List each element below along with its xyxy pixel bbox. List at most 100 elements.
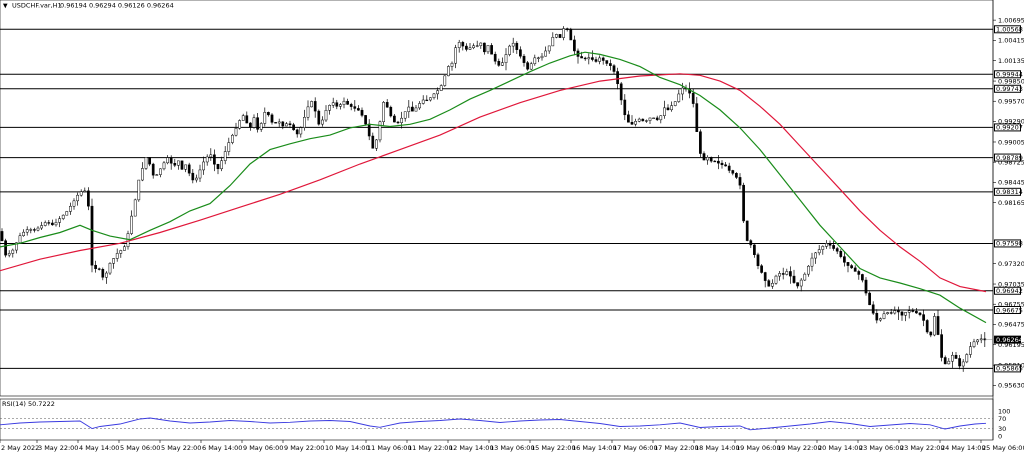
candle-body bbox=[105, 272, 108, 278]
candle-body bbox=[191, 172, 195, 181]
candle-body bbox=[252, 117, 256, 128]
candle-body bbox=[515, 42, 519, 50]
candle-body bbox=[569, 29, 573, 41]
time-tick-label: 19 May 22:00 bbox=[777, 444, 822, 452]
candle-body bbox=[760, 265, 763, 273]
candle-body bbox=[745, 220, 749, 241]
candle-body bbox=[677, 93, 681, 102]
chart-header: ▼ USDCHF.var,H1 0.96194 0.96294 0.96126 … bbox=[3, 2, 174, 10]
price-tick-label: 0.99570 bbox=[998, 98, 1024, 106]
candle-body bbox=[22, 231, 25, 236]
time-tick-label: 12 May 14:00 bbox=[449, 444, 494, 452]
level-badge-inner bbox=[995, 306, 1020, 313]
candle-body bbox=[403, 111, 407, 119]
candle-body bbox=[454, 47, 457, 64]
candle-body bbox=[407, 106, 411, 112]
candle-body bbox=[101, 269, 105, 278]
time-tick-label: 3 May 22:00 bbox=[38, 444, 78, 452]
candle-body bbox=[97, 268, 101, 270]
candle-body bbox=[846, 262, 850, 266]
current-price-badge-bg bbox=[994, 335, 1021, 344]
level-badge-label: 0.96942 bbox=[996, 287, 1023, 295]
candle-body bbox=[411, 106, 414, 112]
candle-body bbox=[925, 320, 929, 333]
candle-body bbox=[799, 279, 803, 287]
candle-body bbox=[159, 168, 162, 175]
candle-body bbox=[591, 57, 594, 60]
candle-body bbox=[929, 331, 933, 336]
candle-body bbox=[547, 45, 551, 52]
candle-body bbox=[187, 164, 191, 174]
candle-body bbox=[537, 57, 540, 59]
candle-body bbox=[792, 275, 796, 283]
candle-body bbox=[623, 99, 627, 116]
candle-body bbox=[335, 102, 339, 107]
candle-body bbox=[742, 184, 745, 222]
menu-triangle-icon[interactable]: ▼ bbox=[3, 3, 8, 10]
candle-body bbox=[389, 106, 393, 117]
candle-body bbox=[36, 227, 40, 231]
candle-body bbox=[767, 280, 771, 287]
candle-body bbox=[562, 28, 565, 38]
support-resistance-levels bbox=[0, 28, 993, 369]
candle-body bbox=[357, 108, 360, 111]
candle-body bbox=[825, 243, 828, 247]
candle-body bbox=[306, 106, 310, 118]
candle-body bbox=[717, 160, 720, 164]
candle-body bbox=[450, 62, 454, 67]
candle-body bbox=[529, 63, 533, 70]
candle-body bbox=[803, 273, 807, 281]
candle-body bbox=[907, 310, 911, 313]
candle-body bbox=[695, 103, 699, 132]
candle-body bbox=[879, 318, 882, 321]
candle-body bbox=[328, 105, 331, 111]
candle-body bbox=[778, 273, 781, 277]
candle-body bbox=[123, 246, 126, 251]
candle-body bbox=[15, 242, 18, 251]
candle-body bbox=[699, 131, 702, 154]
candle-body bbox=[90, 205, 94, 266]
candle-body bbox=[130, 215, 133, 234]
candle-body bbox=[213, 154, 216, 165]
candle-body bbox=[277, 121, 281, 124]
candle-body bbox=[61, 214, 65, 219]
candle-body bbox=[166, 157, 169, 164]
time-tick-label: 16 May 14:00 bbox=[572, 444, 617, 452]
time-tick-label: 5 May 06:00 bbox=[120, 444, 160, 452]
candle-body bbox=[115, 253, 119, 259]
candle-body bbox=[666, 107, 670, 111]
price-tick-label: 0.97320 bbox=[998, 260, 1024, 268]
time-tick-label: 4 May 14:00 bbox=[79, 444, 119, 452]
candle-body bbox=[940, 334, 943, 358]
candle-body bbox=[126, 233, 130, 248]
time-tick-label: 11 May 06:00 bbox=[367, 444, 412, 452]
candle-body bbox=[375, 139, 378, 149]
candle-body bbox=[519, 49, 522, 57]
candle-body bbox=[0, 231, 4, 241]
candle-body bbox=[670, 105, 673, 111]
candle-body bbox=[713, 160, 717, 163]
candle-body bbox=[267, 112, 270, 116]
candle-body bbox=[702, 153, 706, 161]
candle-body bbox=[303, 117, 306, 128]
candle-body bbox=[630, 122, 634, 125]
ohlc-values: 0.96194 0.96294 0.96126 0.96264 bbox=[60, 2, 174, 10]
candle-body bbox=[814, 252, 817, 259]
candle-body bbox=[951, 354, 954, 362]
price-scale[interactable]: 1.00695 1.00415 1.00135 0.99850 0.99570 0.992… bbox=[993, 16, 1024, 390]
time-tick-label: 23 May 06:00 bbox=[859, 444, 904, 452]
candle-body bbox=[936, 316, 940, 335]
candle-body bbox=[40, 225, 43, 229]
candle-body bbox=[731, 170, 735, 174]
level-price-badges: 1.00568 0.99944 0.99743 0.99207 0.98789 0.983… bbox=[994, 25, 1023, 373]
candle-body bbox=[673, 101, 677, 106]
candle-body bbox=[436, 90, 439, 95]
time-tick-label: 10 May 14:00 bbox=[325, 444, 370, 452]
candle-body bbox=[4, 240, 7, 256]
candle-body bbox=[850, 265, 853, 269]
candle-body bbox=[979, 338, 983, 341]
candle-body bbox=[119, 250, 123, 254]
